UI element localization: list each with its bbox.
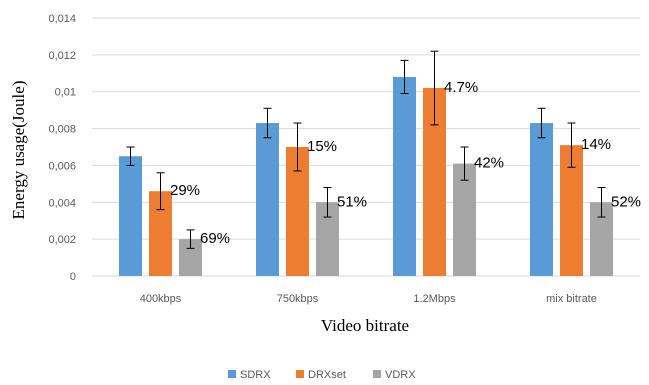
bar-sdrx (530, 123, 553, 277)
y-axis-ticks: 0 0,002 0,004 0,006 0,008 0,01 0,012 0,014 (48, 13, 76, 283)
legend-item-sdrx: SDRX (228, 369, 271, 381)
legend-item-vdrx: VDRX (373, 369, 416, 381)
x-tick-label: 1.2Mbps (413, 293, 456, 305)
bar-drxset (149, 191, 172, 276)
bars (119, 76, 613, 277)
bar-drxset (423, 88, 446, 277)
error-bar (567, 122, 576, 168)
error-bar (186, 229, 195, 249)
error-bar (537, 107, 546, 139)
bar-sdrx (119, 156, 142, 276)
gridlines (92, 17, 640, 277)
error-bar (430, 50, 439, 126)
x-tick-label: mix bitrate (546, 293, 597, 305)
y-tick-label: 0,008 (48, 124, 76, 136)
bar-drxset (560, 145, 583, 276)
error-bar (263, 107, 272, 139)
bar-vdrx (453, 163, 476, 276)
data-label: 42% (474, 155, 504, 172)
x-tick-label: 400kbps (140, 293, 182, 305)
data-label: 51% (337, 193, 367, 210)
legend-swatch (373, 370, 381, 378)
bar-vdrx (590, 202, 613, 276)
bar-sdrx (393, 76, 416, 276)
error-bar (323, 187, 332, 218)
data-label: 69% (200, 230, 230, 247)
bar-vdrx (316, 202, 339, 276)
error-bar (400, 59, 409, 95)
error-bar (597, 187, 606, 218)
y-tick-label: 0,004 (48, 197, 76, 209)
x-axis-categories: 400kbps 750kbps 1.2Mbps mix bitrate (140, 293, 597, 305)
legend-label: SDRX (240, 369, 271, 381)
data-label: 15% (307, 138, 337, 155)
y-tick-label: 0,014 (48, 13, 76, 25)
bar-sdrx (256, 123, 279, 277)
y-tick-label: 0,01 (55, 87, 76, 99)
error-bar (156, 172, 165, 211)
legend-swatch (296, 370, 304, 378)
legend-swatch (228, 370, 236, 378)
bar-vdrx (179, 239, 202, 276)
error-bar (460, 146, 469, 181)
x-tick-label: 750kbps (277, 293, 319, 305)
error-bar (293, 122, 302, 172)
y-tick-label: 0,006 (48, 160, 76, 172)
x-axis-label: Video bitrate (321, 316, 409, 335)
legend: SDRX DRXset VDRX (228, 369, 416, 381)
data-label: 29% (170, 182, 200, 199)
y-tick-label: 0 (70, 271, 76, 283)
y-axis-label: Energy usage(Joule) (9, 81, 28, 220)
data-label: 52% (611, 193, 641, 210)
y-tick-label: 0,012 (48, 50, 76, 62)
y-tick-label: 0,002 (48, 234, 76, 246)
data-label: 14% (581, 136, 611, 153)
error-bars (126, 50, 606, 249)
error-bar (126, 146, 135, 166)
legend-label: DRXset (308, 369, 346, 381)
legend-item-drxset: DRXset (296, 369, 346, 381)
data-labels: 29% 69% 15% 51% 4.7% 42% 14% 52% (170, 79, 641, 247)
legend-label: VDRX (385, 369, 416, 381)
data-label: 4.7% (444, 79, 478, 96)
bar-drxset (286, 147, 309, 276)
